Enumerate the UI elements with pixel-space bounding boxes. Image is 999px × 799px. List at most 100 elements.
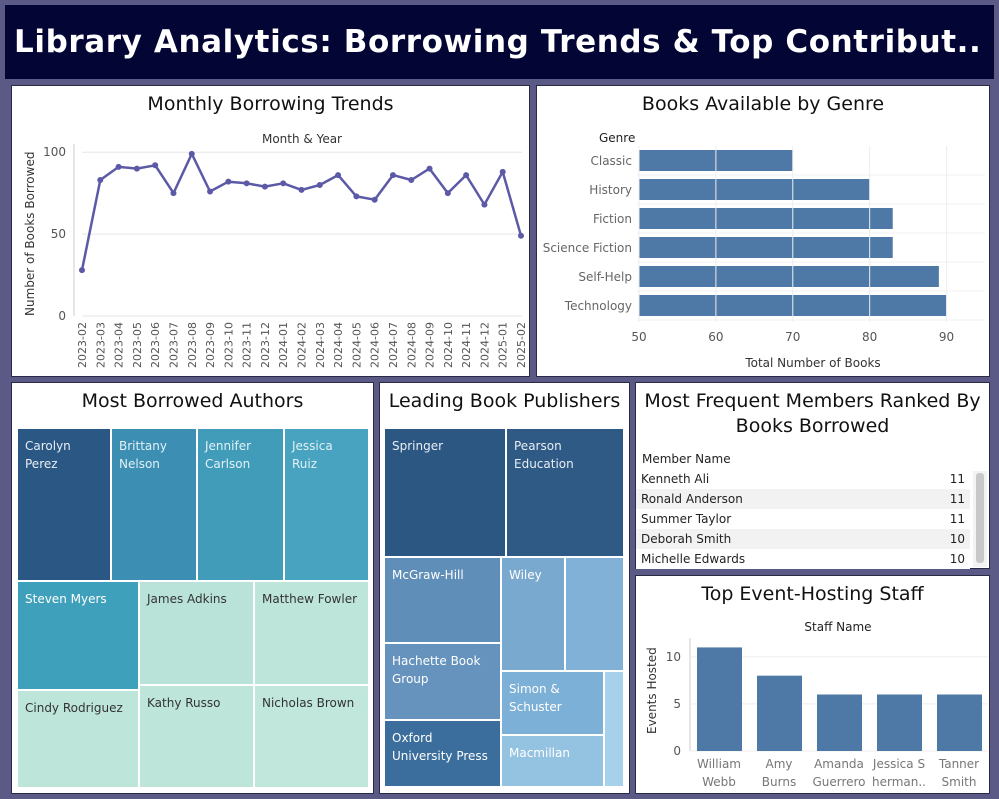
author-cell[interactable]: Jennifer Carlson [197,428,284,581]
author-label: Matthew Fowler [262,592,358,606]
data-point [79,267,85,274]
y-tick-label: 0 [673,744,681,758]
genre-title: Books Available by Genre [641,93,885,115]
x-tick-label: 2024-07 [387,322,400,368]
member-name: Deborah Smith [641,532,732,546]
y-tick-label: 10 [666,650,681,664]
publisher-label: Wiley [509,568,542,582]
publisher-cell[interactable]: Springer [384,428,506,557]
x-tick-label: 2023-11 [241,322,254,368]
staff-bar-chart: Staff Name Events Hosted 0 5 10 William Webb Am… [645,620,988,789]
x-tick-label: 2023-09 [204,322,217,368]
y-tick-label: 0 [58,309,66,323]
genre-bar-chart: Genre Classic History Fiction Science Fictio… [543,131,985,370]
publisher-unlabeled-cell[interactable] [565,557,624,671]
table-row[interactable]: Deborah Smith 10 [636,529,970,549]
author-cell[interactable]: James Adkins [139,581,254,685]
books-borrowed-value: 11 [949,512,965,526]
genre-label: Science Fiction [543,241,632,255]
x-tick-label: 2024-10 [442,322,455,368]
staff-name-label: Smith [942,775,977,789]
publisher-cell[interactable]: Wiley [501,557,565,671]
publisher-unlabeled-cell[interactable] [604,671,624,787]
author-cell[interactable]: Nicholas Brown [254,685,369,788]
staff-name-label: Webb [702,775,736,789]
data-point [133,165,140,172]
author-cell[interactable]: Steven Myers [17,581,139,690]
table-scrollbar[interactable] [973,471,987,567]
data-point [152,162,159,169]
publisher-cell[interactable]: Hachette Book Group [384,643,501,720]
genre-bar [639,266,939,287]
publisher-label: Pearson Education [514,439,574,471]
publisher-cell[interactable]: Simon & Schuster [501,671,604,735]
data-point [518,232,524,239]
publisher-label: McGraw-Hill [392,568,464,582]
data-point [298,186,305,193]
data-point [188,150,195,157]
member-name: Michelle Edwards [641,552,746,566]
genre-label: Classic [590,154,632,168]
x-tick-label: 2023-05 [131,322,144,368]
data-point [335,172,342,179]
x-tick-label: 2025-01 [497,322,510,368]
staff-bar [697,647,742,751]
x-tick-label: 2024-01 [277,322,290,368]
author-cell[interactable]: Cindy Rodriguez [17,690,139,788]
publisher-cell[interactable]: Oxford University Press [384,720,501,787]
member-name: Summer Taylor [641,512,732,526]
data-point [463,172,470,179]
x-tick-label: 2024-08 [405,322,418,368]
x-tick-label: 2023-08 [186,322,199,368]
data-point [408,177,415,184]
x-tick-label: 90 [939,330,954,344]
staff-name-label: herman.. [872,775,926,789]
author-label: Steven Myers [25,592,107,606]
x-tick-label: 2024-03 [314,322,327,368]
staff-title: Top Event-Hosting Staff [701,583,924,605]
borrowing-series-line [80,152,523,271]
publisher-label: Hachette Book Group [392,654,481,686]
author-cell[interactable]: Carolyn Perez [17,428,111,581]
genre-label: History [589,183,632,197]
publisher-cell[interactable]: Macmillan [501,735,604,787]
staff-bar [757,675,802,751]
genre-panel: Books Available by Genre Genre Classic His… [536,85,990,377]
author-cell[interactable]: Jessica Ruiz [284,428,369,581]
books-borrowed-value: 11 [949,492,965,506]
staff-bar [817,694,862,751]
x-tick-label: 2024-04 [332,322,345,368]
author-label: Cindy Rodriguez [25,701,123,715]
author-label: Kathy Russo [147,696,221,710]
author-cell[interactable]: Matthew Fowler [254,581,369,685]
x-tick-label: 2024-05 [350,322,363,368]
data-point [97,177,104,184]
x-tick-label: 50 [631,330,646,344]
author-cell[interactable]: Kathy Russo [139,685,254,788]
x-tick-label: 2023-04 [113,322,126,368]
x-tick-label: 70 [785,330,800,344]
data-point [371,196,378,203]
x-tick-label: 2023-02 [76,322,89,368]
data-point [207,188,214,195]
publisher-cell[interactable]: McGraw-Hill [384,557,501,643]
y-axis-title: Number of Books Borrowed [23,152,37,316]
genre-label: Technology [564,299,632,313]
staff-name-label: Guerrero [812,775,865,789]
staff-name-label: Amanda [814,757,864,771]
x-axis-title: Total Number of Books [744,356,880,370]
data-point [499,168,506,175]
table-scrollbar-thumb[interactable] [976,473,984,563]
author-cell[interactable]: Brittany Nelson [111,428,197,581]
staff-name-label: William [697,757,741,771]
publisher-cell[interactable]: Pearson Education [506,428,624,557]
borrowing-trends-title: Monthly Borrowing Trends [147,93,394,115]
table-row[interactable]: Summer Taylor 11 [636,509,970,529]
y-axis-title: Events Hosted [645,647,659,734]
borrowing-line-chart: Month & Year Number of Books Borrowed 0 50 1… [23,132,528,368]
table-row[interactable]: Ronald Anderson 11 [636,489,970,509]
table-row[interactable]: Michelle Edwards 10 [636,549,970,569]
author-label: Jessica Ruiz [292,439,333,471]
author-label: Jennifer Carlson [205,439,252,471]
table-row[interactable]: Kenneth Ali 11 [636,469,970,489]
